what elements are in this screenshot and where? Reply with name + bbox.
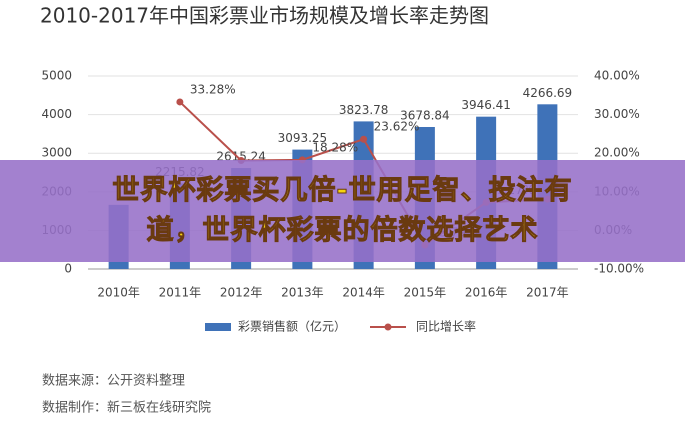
y2-tick-label: 20.00%	[594, 146, 640, 160]
banner-line: 世界杯彩票买几倍-世用足智、投注有	[112, 175, 573, 207]
bar-value-label: 3946.41	[461, 98, 511, 112]
line-value-label: 23.62%	[374, 120, 420, 134]
y2-tick-label: 30.00%	[594, 107, 640, 121]
source-note: 数据来源：公开资料整理	[42, 374, 185, 389]
line-marker	[176, 98, 184, 106]
legend-swatch	[205, 323, 231, 331]
bar-value-label: 4266.69	[523, 86, 573, 100]
bar-value-label: 3093.25	[278, 131, 328, 145]
line-value-label: 33.28%	[190, 82, 236, 96]
x-tick-label: 2012年	[220, 286, 263, 300]
x-tick-label: 2011年	[159, 286, 202, 300]
y-tick-label: 3000	[41, 146, 72, 160]
y2-tick-label: -10.00%	[594, 262, 644, 276]
x-tick-label: 2013年	[281, 286, 324, 300]
chart-title: 2010-2017年中国彩票业市场规模及增长率走势图	[40, 4, 489, 28]
x-tick-label: 2016年	[465, 286, 508, 300]
y-tick-label: 0	[64, 262, 72, 276]
bar-value-label: 3678.84	[400, 108, 450, 122]
legend-swatch	[384, 323, 392, 331]
legend-label: 彩票销售额（亿元）	[238, 319, 346, 334]
line-value-label: 18.28%	[312, 140, 358, 154]
x-tick-label: 2015年	[404, 286, 447, 300]
legend-label: 同比增长率	[416, 319, 476, 334]
source-note: 数据制作：新三板在线研究院	[42, 400, 211, 416]
line-marker	[360, 135, 368, 143]
x-tick-label: 2010年	[97, 286, 140, 300]
y2-tick-label: 40.00%	[594, 69, 640, 83]
y-tick-label: 4000	[41, 107, 72, 121]
x-tick-label: 2017年	[526, 286, 569, 300]
banner-line: 道，世界杯彩票的倍数选择艺术	[146, 215, 539, 247]
banner: 世界杯彩票买几倍-世用足智、投注有 道，世界杯彩票的倍数选择艺术	[0, 160, 685, 262]
x-tick-label: 2014年	[342, 286, 385, 300]
y-tick-label: 5000	[41, 69, 72, 83]
bar-value-label: 3823.78	[339, 103, 389, 117]
